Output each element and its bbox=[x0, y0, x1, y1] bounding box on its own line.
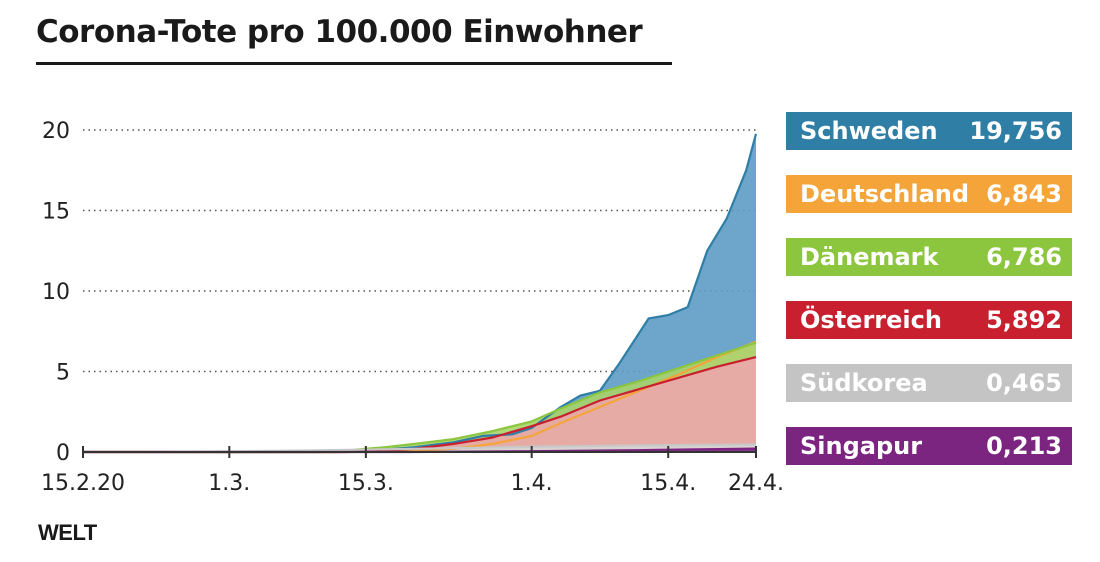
x-tick-label: 24.4. bbox=[728, 471, 784, 496]
legend-series-name: Südkorea bbox=[800, 369, 928, 397]
area-oesterreich bbox=[83, 357, 756, 452]
x-tick-label: 15.3. bbox=[338, 471, 394, 496]
legend-series-value: 0,465 bbox=[986, 369, 1062, 397]
y-tick-label: 10 bbox=[42, 280, 70, 305]
x-tick-label: 1.3. bbox=[208, 471, 250, 496]
legend-item-suedkorea: Südkorea 0,465 bbox=[786, 364, 1072, 402]
legend-series-name: Dänemark bbox=[800, 243, 939, 271]
legend-series-value: 6,843 bbox=[986, 180, 1062, 208]
legend-series-name: Österreich bbox=[800, 306, 942, 334]
legend-series-value: 6,786 bbox=[986, 243, 1062, 271]
x-tick-label: 1.4. bbox=[511, 471, 553, 496]
x-tick-label: 15.4. bbox=[640, 471, 696, 496]
chart-title: Corona-Tote pro 100.000 Einwohner bbox=[36, 14, 643, 50]
legend-item-schweden: Schweden 19,756 bbox=[786, 112, 1072, 150]
y-tick-label: 0 bbox=[56, 441, 70, 466]
series-legend: Schweden 19,756 Deutschland 6,843 Dänemark 6,… bbox=[786, 112, 1072, 490]
x-tick-label: 15.2.20 bbox=[41, 471, 125, 496]
legend-item-singapur: Singapur 0,213 bbox=[786, 427, 1072, 465]
area-chart: 0 5 10 15 20 15.2.20 1.3. 15.3. 1.4. 15.4. 24.4. bbox=[41, 119, 784, 496]
grid-lines bbox=[83, 129, 756, 373]
y-tick-label: 20 bbox=[42, 119, 70, 144]
legend-item-daenemark: Dänemark 6,786 bbox=[786, 238, 1072, 276]
legend-series-value: 5,892 bbox=[986, 306, 1062, 334]
welt-logo: WELT bbox=[38, 520, 97, 545]
legend-series-name: Schweden bbox=[800, 117, 938, 145]
y-tick-label: 5 bbox=[56, 361, 70, 386]
legend-series-name: Deutschland bbox=[800, 180, 970, 208]
axes bbox=[82, 446, 757, 458]
title-underline bbox=[36, 62, 672, 65]
legend-series-name: Singapur bbox=[800, 432, 923, 460]
y-tick-label: 15 bbox=[42, 200, 70, 225]
x-tick-labels: 15.2.20 1.3. 15.3. 1.4. 15.4. 24.4. bbox=[41, 471, 784, 496]
series-areas bbox=[83, 133, 756, 452]
legend-series-value: 19,756 bbox=[969, 117, 1062, 145]
legend-item-deutschland: Deutschland 6,843 bbox=[786, 175, 1072, 213]
legend-series-value: 0,213 bbox=[986, 432, 1062, 460]
legend-item-oesterreich: Österreich 5,892 bbox=[786, 301, 1072, 339]
y-tick-labels: 0 5 10 15 20 bbox=[42, 119, 70, 466]
